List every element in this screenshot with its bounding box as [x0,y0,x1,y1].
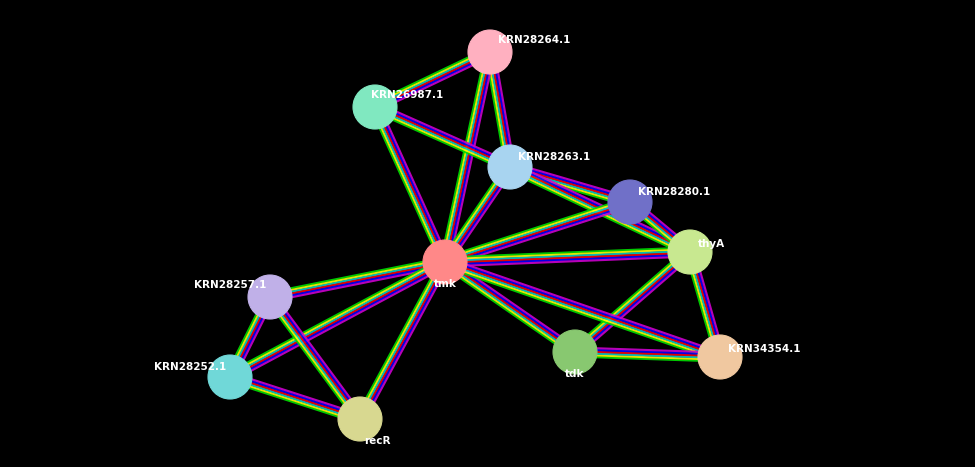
Circle shape [338,397,382,441]
Circle shape [248,275,292,319]
Circle shape [353,85,397,129]
Circle shape [608,180,652,224]
Circle shape [468,30,512,74]
Circle shape [553,330,597,374]
Circle shape [668,230,712,274]
Text: tmk: tmk [434,279,456,289]
Text: recR: recR [364,436,391,446]
Text: KRN28264.1: KRN28264.1 [498,35,570,45]
Text: KRN28263.1: KRN28263.1 [518,152,590,162]
Text: tdk: tdk [566,369,585,379]
Text: KRN28280.1: KRN28280.1 [638,187,710,197]
Text: KRN34354.1: KRN34354.1 [728,344,800,354]
Circle shape [208,355,252,399]
Circle shape [698,335,742,379]
Text: thyA: thyA [698,239,725,249]
Text: KRN28257.1: KRN28257.1 [194,280,266,290]
Text: KRN26987.1: KRN26987.1 [371,90,444,100]
Circle shape [488,145,532,189]
Text: KRN28252.1: KRN28252.1 [154,362,226,372]
Circle shape [423,240,467,284]
